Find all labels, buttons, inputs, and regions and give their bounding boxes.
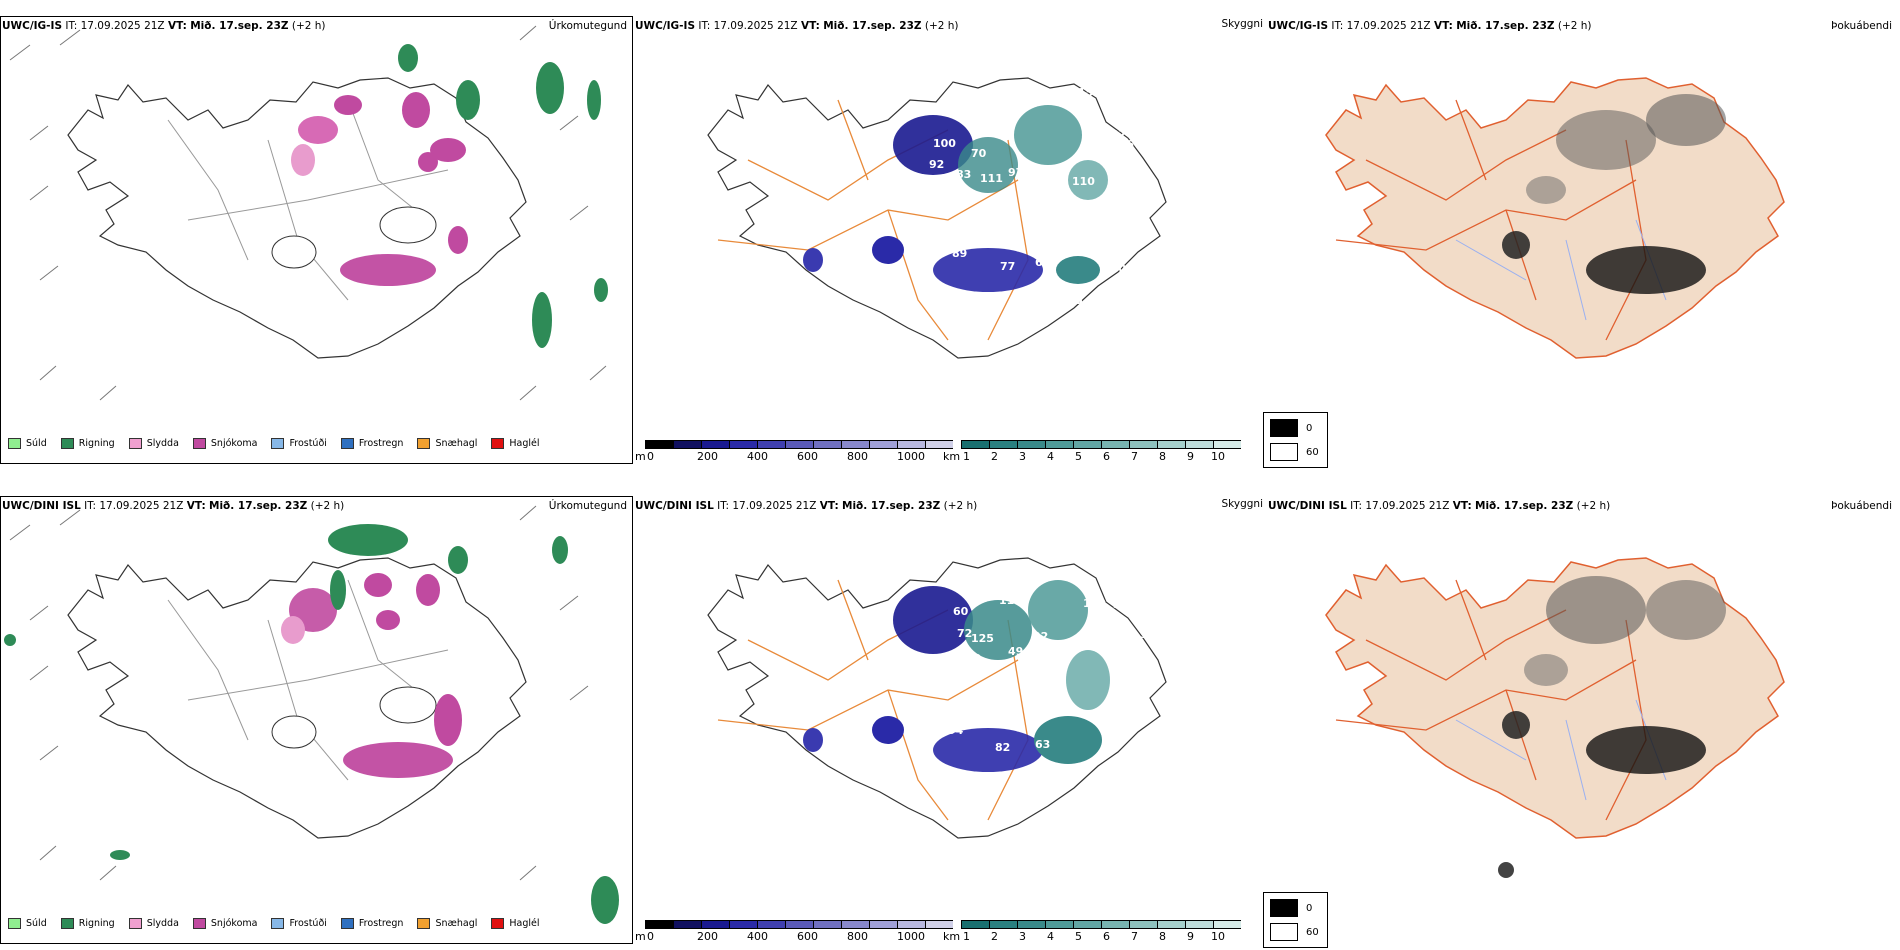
ceiling-color-cell [897,440,925,449]
visibility-panel-row2: 60 136 111 72 125 79 49 22 131 190 391 98 107 94 82 63 9… [633,480,1328,950]
panel-header: UWC/IG-IS IT: 17.09.2025 21Z VT: Mið. 17… [1268,20,1592,32]
panel-title: Þokuábendi [1831,500,1892,512]
panel-title: Úrkomutegund [548,500,627,512]
fog-panel-row2: UWC/DINI ISL IT: 17.09.2025 21Z VT: Mið.… [1266,480,1900,950]
visibility-color-cell [1073,440,1101,449]
visibility-color-cell [1185,920,1213,929]
visibility-colorbar: km 1 2 3 4 5 6 7 8 9 10 [943,440,1241,463]
legend-item-rigning: Rigning [60,918,115,929]
visibility-unit: km [943,930,961,943]
ceiling-color-cell [925,920,953,929]
ceiling-color-cell [785,920,813,929]
legend-item-snjokoma: Snjókoma [192,438,257,449]
visibility-colorbar: km 1 2 3 4 5 6 7 8 9 10 [943,920,1241,943]
visibility-color-cell [1157,440,1185,449]
panel-title: Skyggni [1221,498,1264,510]
panel-title: Þokuábendi [1831,20,1892,32]
ceiling-color-cell [757,920,785,929]
ceiling-color-cell [925,440,953,449]
visibility-color-cell [1017,440,1045,449]
legend-item-frostudi: Frostúði [271,438,327,449]
panel-header: UWC/IG-IS IT: 17.09.2025 21Z VT: Mið. 17… [635,20,959,32]
ceiling-color-cell [673,920,701,929]
ceiling-color-cell [701,440,729,449]
panel-title: Úrkomutegund [548,20,627,32]
ceiling-unit: m [635,450,646,463]
ceiling-color-cell [645,920,673,929]
visibility-color-cell [961,920,989,929]
precip-type-panel-row2: UWC/DINI ISL IT: 17.09.2025 21Z VT: Mið.… [0,480,635,950]
ceiling-color-cell [841,920,869,929]
visibility-color-cell [1185,440,1213,449]
visibility-color-cell [1045,440,1073,449]
ceiling-colorbar: m 0 200 400 600 800 1000 [635,440,953,463]
visibility-color-cell [1045,920,1073,929]
legend-item-haglel: Haglél [491,918,540,929]
panel-header: UWC/DINI ISL IT: 17.09.2025 21Z VT: Mið.… [2,500,345,512]
ceiling-color-cell [869,440,897,449]
visibility-unit: km [943,450,961,463]
visibility-color-cell [1101,920,1129,929]
visibility-map [707,77,1167,359]
ceiling-unit: m [635,930,646,943]
visibility-color-cell [1017,920,1045,929]
visibility-color-cell [1213,920,1241,929]
ceiling-color-cell [757,440,785,449]
legend-item-frostudi: Frostúði [271,918,327,929]
legend-item-frostregn: Frostregn [340,918,403,929]
legend-item-snaehagl: Snæhagl [417,918,477,929]
visibility-color-cell [1101,440,1129,449]
ceiling-color-cell [869,920,897,929]
legend-item-frostregn: Frostregn [340,438,403,449]
visibility-panel-row1: 100 92 70 83 111 74 97 79 150 270 396 120 110 89 77 65 1… [633,0,1328,470]
visibility-color-cell [989,440,1017,449]
panel-header: UWC/DINI ISL IT: 17.09.2025 21Z VT: Mið.… [1268,500,1611,512]
ceiling-color-cell [813,920,841,929]
ceiling-color-cell [785,440,813,449]
fog-legend-box: 0 60 [1263,412,1328,468]
ceiling-color-cell [841,440,869,449]
fog-legend-box: 0 60 [1263,892,1328,948]
ceiling-color-cell [701,920,729,929]
legend-item-sudl: Súld [8,438,47,449]
legend-item-haglel: Haglél [491,438,540,449]
ceiling-colorbar: m 0 200 400 600 800 1000 [635,920,953,943]
legend-item-slydda: Slydda [128,918,179,929]
precip-type-map [0,16,633,464]
visibility-color-cell [989,920,1017,929]
legend-item-sudl: Súld [8,918,47,929]
ceiling-color-cell [729,920,757,929]
legend-item-slydda: Slydda [128,438,179,449]
ceiling-color-cell [897,920,925,929]
precip-legend: Súld Rigning Slydda Snjókoma Frostúði Fr… [8,438,554,449]
ceiling-color-cell [813,440,841,449]
legend-item-snaehagl: Snæhagl [417,438,477,449]
visibility-map [707,557,1167,839]
ceiling-color-cell [645,440,673,449]
fog-panel-row1: UWC/IG-IS IT: 17.09.2025 21Z VT: Mið. 17… [1266,0,1900,470]
ceiling-color-cell [729,440,757,449]
precip-type-map [0,496,633,944]
panel-title: Skyggni [1221,18,1264,30]
fog-indicator-map [1325,77,1785,359]
panel-header: UWC/IG-IS IT: 17.09.2025 21Z VT: Mið. 17… [2,20,326,32]
visibility-color-cell [1073,920,1101,929]
visibility-color-cell [1213,440,1241,449]
panel-header: UWC/DINI ISL IT: 17.09.2025 21Z VT: Mið.… [635,500,978,512]
visibility-color-cell [1129,440,1157,449]
visibility-color-cell [1129,920,1157,929]
fog-indicator-map [1325,557,1785,878]
precip-type-panel-row1: UWC/IG-IS IT: 17.09.2025 21Z VT: Mið. 17… [0,0,635,470]
legend-item-snjokoma: Snjókoma [192,918,257,929]
visibility-color-cell [961,440,989,449]
legend-item-rigning: Rigning [60,438,115,449]
precip-legend: Súld Rigning Slydda Snjókoma Frostúði Fr… [8,918,554,929]
ceiling-color-cell [673,440,701,449]
visibility-color-cell [1157,920,1185,929]
